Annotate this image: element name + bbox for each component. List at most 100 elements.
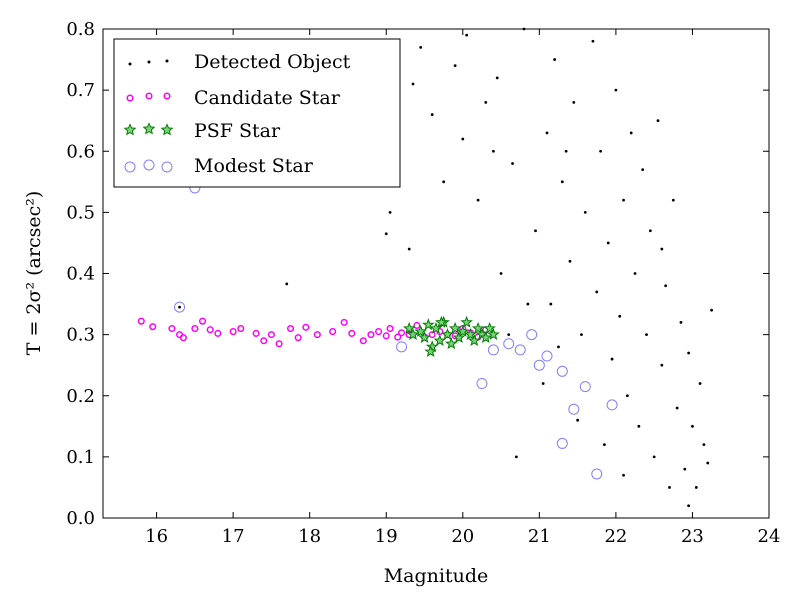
detected-object-point [641,168,645,171]
detected-object-point [572,100,576,104]
detected-object-point [492,149,495,153]
detected-object-point [614,88,618,92]
detected-object-point [465,33,469,37]
detected-object-point [633,272,637,275]
series-detected-object [178,27,713,508]
y-tick-label: 0.4 [66,264,95,285]
legend-marker-psf-3 [160,123,174,136]
detected-object-point [656,119,660,123]
x-tick-label: 16 [145,526,168,547]
detected-object-point [706,461,710,465]
candidate-star-point [313,331,321,339]
plot-marks [137,27,713,508]
detected-object-point [691,424,694,428]
series-modest-star [174,182,618,480]
detected-object-point [419,45,423,49]
legend-marker-modest-2 [143,159,155,171]
legend-marker-detected-1 [128,62,132,66]
modest-star-point [579,381,591,393]
detected-object-point [606,241,610,245]
detected-object-point [534,229,537,233]
series-candidate-star [137,317,490,348]
detected-object-point [603,443,606,447]
candidate-star-point [398,329,406,337]
detected-object-point [687,504,691,508]
detected-object-point [545,131,549,135]
candidate-star-point [275,340,283,348]
x-tick-label: 17 [222,526,245,547]
detected-object-point [710,308,713,312]
legend-marker-detected-3 [165,59,169,63]
series-psf-star [402,315,500,358]
detected-object-point [484,100,488,104]
detected-object-point [637,424,641,428]
detected-object-point [679,321,683,324]
legend-marker-psf-2 [142,122,156,135]
detected-object-point [526,302,530,306]
psf-star-point [445,337,458,350]
candidate-star-point [206,326,214,334]
detected-object-point [629,131,633,135]
legend-marker-candidate-1 [126,94,134,102]
psf-star-point [433,334,447,347]
psf-star-point [460,315,473,328]
detected-object-point [591,39,595,43]
y-tick-label: 0.3 [66,325,95,346]
detected-object-point [461,137,465,141]
detected-object-point [698,382,702,385]
x-tick-label: 22 [604,526,627,547]
detected-object-point [660,247,664,251]
detected-object-point [511,162,514,165]
x-axis-label: Magnitude [384,565,489,587]
detected-object-point [499,272,503,275]
x-tick-label: 19 [375,526,398,547]
y-axis-label: T = 2σ² (arcsec²) [23,191,45,356]
detected-object-point [687,351,691,355]
candidate-star-point [214,329,222,337]
modest-star-point [556,437,568,449]
legend-marker-candidate-3 [163,92,171,100]
candidate-star-point [294,334,302,342]
candidate-star-point [237,324,245,333]
y-tick-label: 0.0 [66,508,95,529]
detected-object-point [411,82,415,86]
detected-object-point [645,333,648,337]
detected-object-point [580,333,583,337]
detected-object-point [407,247,411,251]
psf-star-point [424,345,437,358]
legend-entry-detected: Detected Object [128,51,351,73]
detected-object-point [675,406,679,410]
modest-star-point [514,344,526,356]
psf-star-point [479,331,493,344]
candidate-star-point [267,331,275,339]
psf-star-point [435,315,448,328]
legend-entry-psf: PSF Star [123,120,281,142]
candidate-star-point [191,324,199,333]
candidate-star-point [287,324,295,333]
psf-star-point [452,331,466,344]
psf-star-point [487,327,500,340]
legend-entry-candidate: Candidate Star [126,87,341,109]
psf-star-point [406,327,420,340]
modest-star-point [476,378,488,390]
detected-object-point [625,394,629,398]
candidate-star-point [329,328,337,336]
y-tick-label: 0.6 [66,141,95,162]
detected-object-point [549,302,553,306]
candidate-star-point [340,318,348,326]
psf-star-point [483,321,496,334]
legend-marker-psf-1 [123,123,137,136]
legend-marker-modest-3 [161,161,173,173]
modest-star-point [556,365,568,377]
psf-star-point [441,327,454,340]
legend-label-psf: PSF Star [194,120,281,142]
detected-object-point [660,363,664,367]
x-tick-label: 21 [528,526,551,547]
candidate-star-point [302,323,310,331]
detected-object-point [507,333,511,337]
detected-object-point [453,64,457,68]
detected-object-point [694,486,698,489]
psf-star-point [402,321,416,334]
candidate-star-point [348,329,356,337]
detected-object-point [178,305,181,309]
